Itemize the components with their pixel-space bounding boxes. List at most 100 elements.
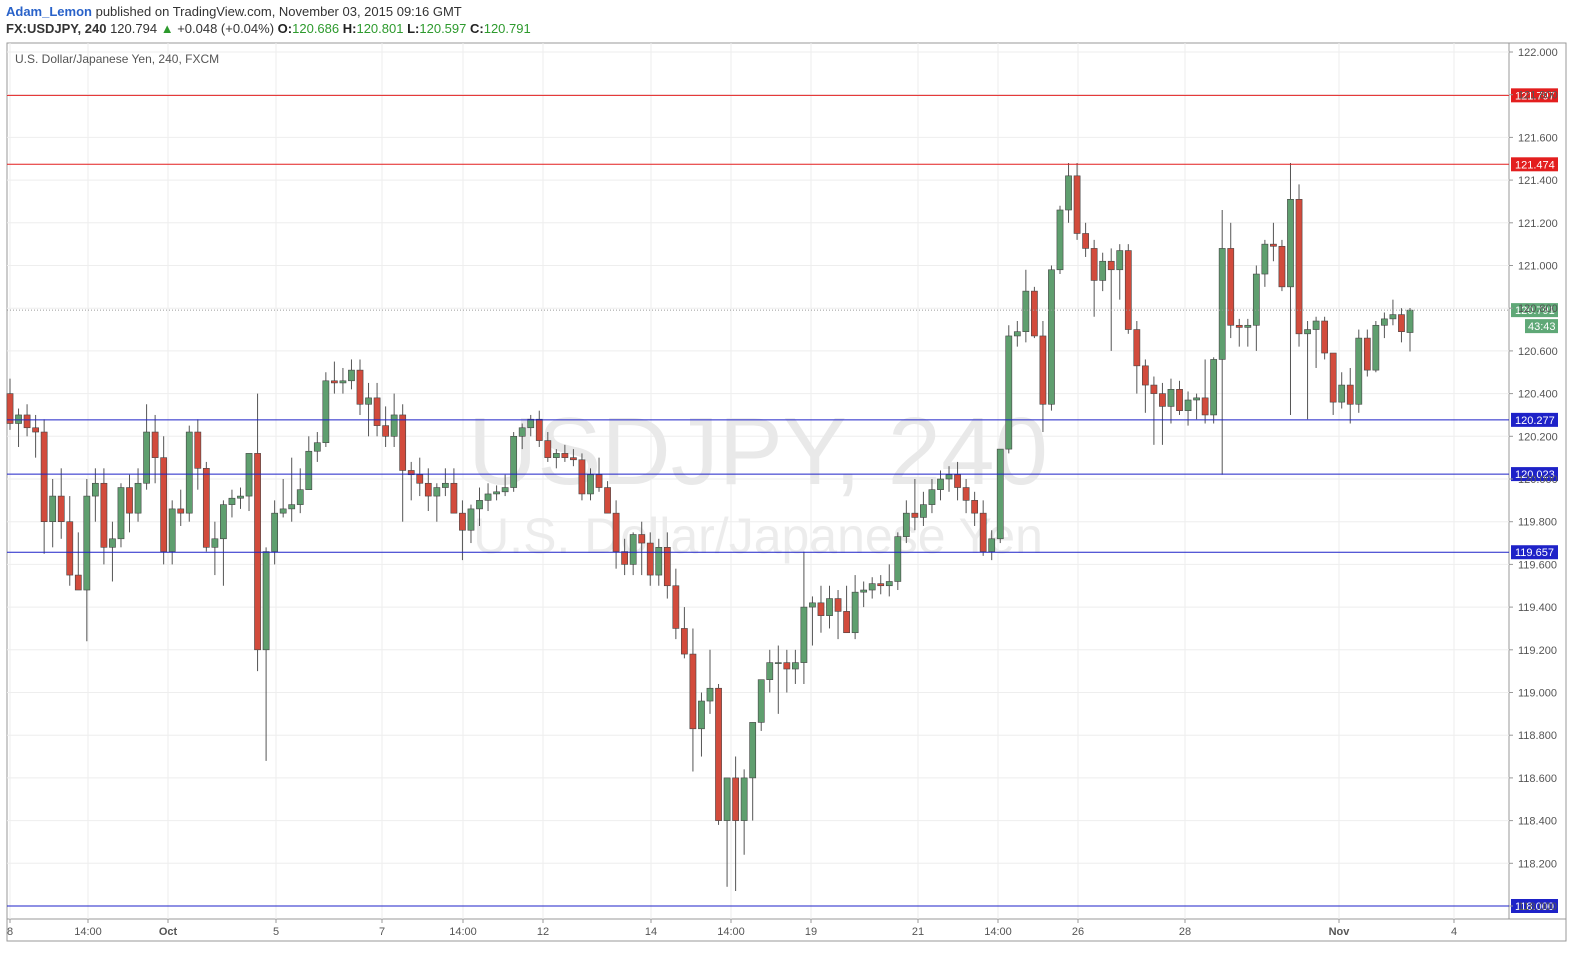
candle-body [279,508,287,514]
candle-body [254,453,261,651]
x-tick-label: 8 [7,926,13,938]
price-axis-ticks: 122.000 121.800 121.600 121.400 121.200 121.0… [1509,47,1558,913]
candle-body [740,777,748,821]
candle-body [826,598,833,616]
candle-body [245,453,253,497]
candle-body [1201,397,1209,416]
candle-body [766,662,774,680]
x-tick-label: 12 [537,926,549,938]
candle-body [791,662,799,670]
level-price-label: 119.657 [1515,547,1554,559]
candle-body [177,508,185,514]
candle-body [1278,245,1286,288]
time-axis[interactable] [6,918,1567,942]
candle-body [91,482,99,497]
candle-body [1022,290,1030,332]
open-value: 120.686 [292,21,340,36]
candle-body [288,504,296,510]
price-change: +0.048 (+0.04%) [177,21,275,36]
candle-body [996,448,1004,540]
candle-body [373,397,381,426]
candle-body [1107,260,1115,271]
candle-body [698,700,705,730]
candle-body [561,453,569,458]
countdown-label: 43:43 [1528,321,1556,333]
candle-body [971,500,979,514]
candle-body [143,431,150,484]
candle-body [1261,243,1269,275]
candle-body [1048,269,1055,405]
y-tick-label: 120.000 [1518,474,1558,486]
candle-body [1235,324,1243,328]
symbol-info-line: FX:USDJPY, 240 120.794 ▲ +0.048 (+0.04%)… [6,21,531,36]
candle-body [1184,399,1192,411]
candle-body [1406,309,1414,333]
level-price-label: 120.023 [1515,469,1555,481]
candle-body [877,583,885,587]
candle-body [1124,250,1132,330]
y-tick-label: 118.600 [1518,773,1557,785]
candle-body [32,427,39,433]
low-value: 120.597 [419,21,467,36]
watermark-name: U.S. Dollar/Japanese Yen [473,508,1043,564]
y-tick-label: 118.000 [1518,901,1557,913]
candle-body [49,495,57,522]
symbol-name: FX:USDJPY, 240 [6,21,107,36]
candle-body [800,606,808,663]
candle-body [928,489,936,505]
candle-body [1312,320,1320,330]
candle-body [390,414,398,437]
candle-body [1389,314,1397,320]
publisher-line: Adam_Lemon published on TradingView.com,… [6,4,462,19]
x-tick-label: 14:00 [449,926,477,938]
level-price-label: 120.277 [1515,415,1555,427]
candle-body [1065,175,1072,211]
candle-body [1210,359,1218,416]
candle-body [518,427,526,437]
candle-body [228,497,236,505]
candle-body [774,662,782,664]
candle-body [202,468,210,548]
candle-body [1082,233,1089,249]
level-price-tag [1511,545,1558,560]
x-tick-label: Nov [1329,926,1351,938]
candle-body [1073,175,1081,234]
candle-body [476,500,483,510]
candle-body [1372,324,1380,371]
candle-body [860,589,868,593]
horizontal-levels[interactable]: 121.797 121.474 120.277 120.023 119.657 118.0… [7,88,1558,913]
candle-body [1090,248,1098,281]
candle-body [382,425,389,437]
candle-body [1338,384,1346,403]
level-price-tag [1511,412,1558,427]
candle-body [441,482,449,488]
candle-body [348,369,355,382]
candle-body [1176,389,1183,411]
candle-body [1005,335,1013,450]
watermark-symbol: USDJPY, 240 [468,398,1048,505]
candle-body [612,512,620,552]
candle-body [510,435,518,488]
close-value: 120.791 [483,21,531,36]
candle-body [117,487,125,540]
candle-body [979,512,987,552]
x-tick-label: 14:00 [984,926,1012,938]
candle-body [501,487,509,493]
candle-body [1329,352,1337,403]
y-tick-label: 122.000 [1518,47,1558,59]
candle-body [100,482,108,548]
open-label: O: [277,21,293,36]
candle-body [1381,318,1388,326]
last-price-tag [1511,303,1558,318]
candle-body [672,585,680,629]
y-tick-label: 121.800 [1518,90,1558,102]
candle-body [894,536,902,582]
candle-body [467,508,475,531]
candle-body [646,542,654,576]
author-link[interactable]: Adam_Lemon [6,4,92,19]
candle-body [911,512,919,518]
candle-body [920,504,927,518]
change-up-icon: ▲ [160,21,174,36]
candle-body [433,487,441,497]
